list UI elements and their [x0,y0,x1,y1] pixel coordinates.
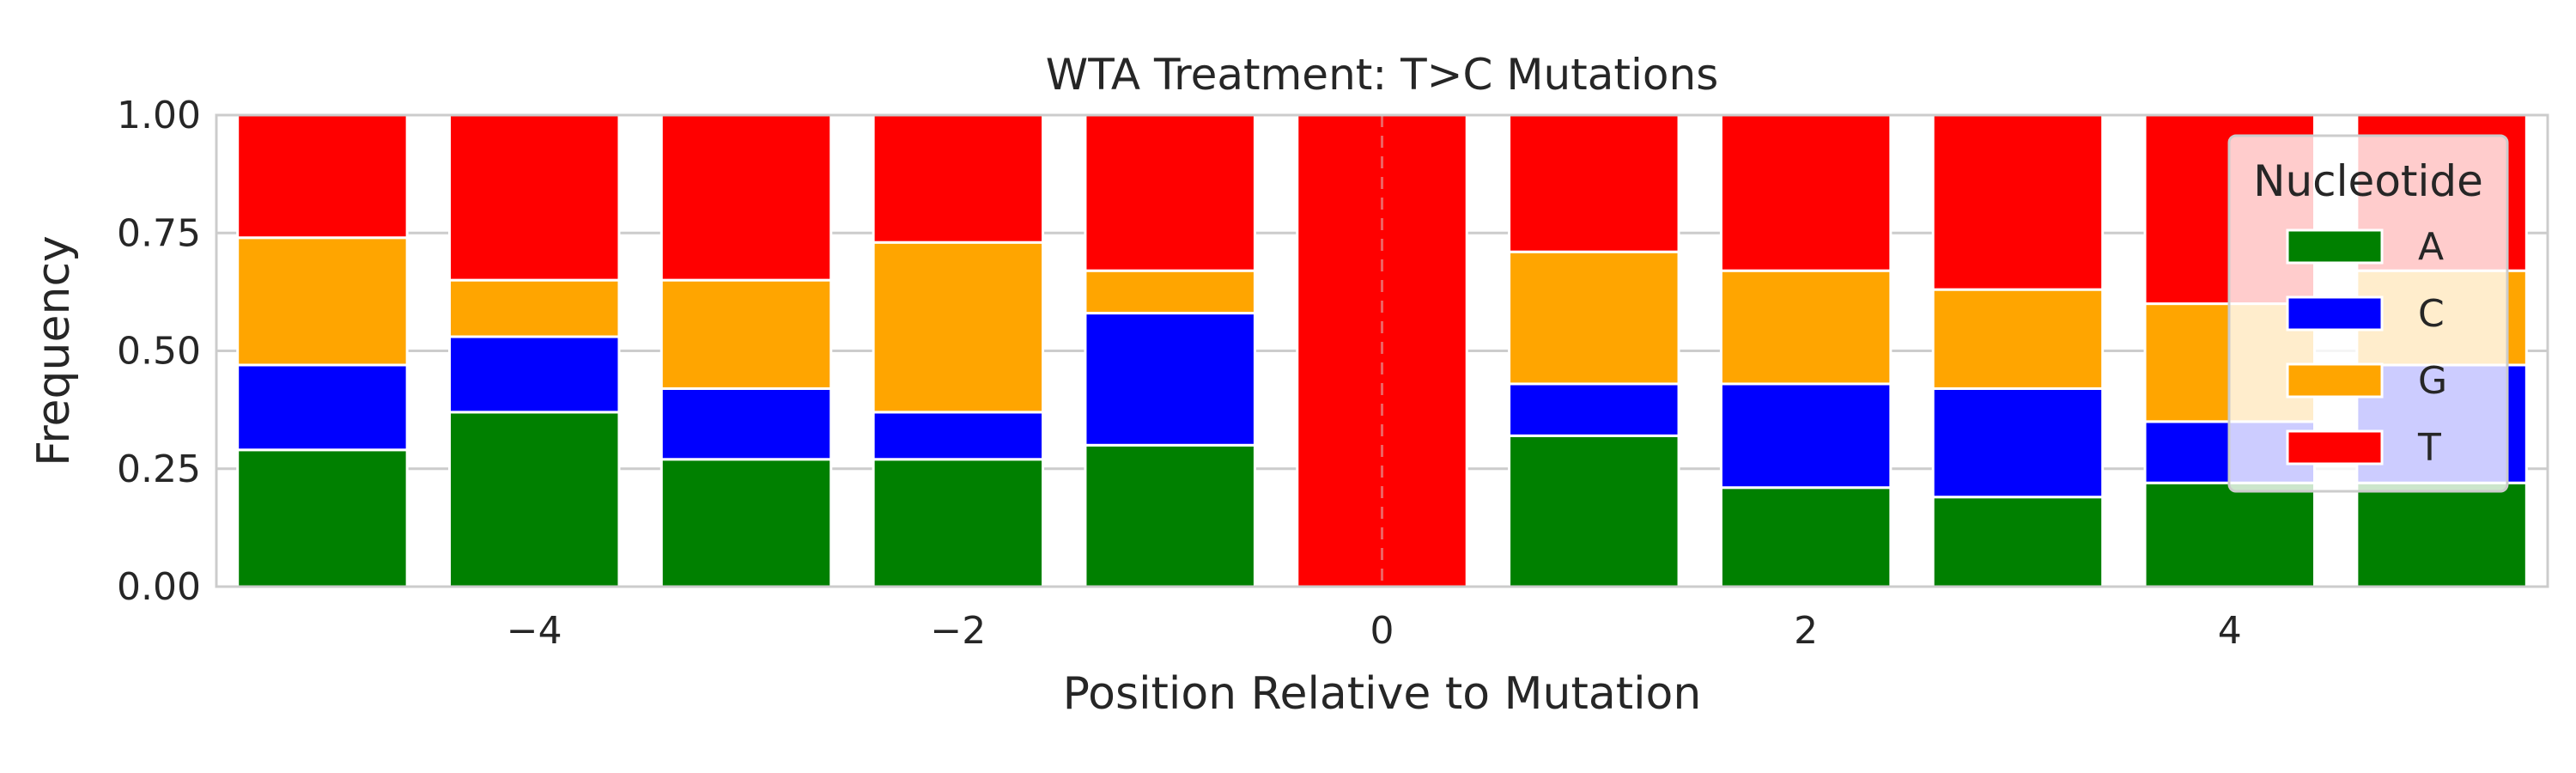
bar-segment-g [1931,288,2105,390]
bar-segment-t [236,113,409,240]
bar-segment-a [1508,434,1680,588]
bar-segment-a [1084,443,1256,588]
bar-segment-t [1719,113,1893,272]
y-tick-label: 0.50 [117,330,201,374]
bar-segment-g [1084,269,1256,315]
bar-segment-c [1719,382,1893,490]
bar-segment-a [448,411,621,588]
bar-segment-g [872,240,1045,414]
bar-segment-t [659,113,833,282]
bar-segment-g [448,278,621,338]
legend-swatch-g [2286,362,2384,399]
y-axis-label: Frequency [28,235,80,466]
x-axis-label: Position Relative to Mutation [1063,668,1702,720]
bar-segment-a [1931,496,2105,588]
legend-label-a: A [2418,225,2444,269]
bar-segment-c [1508,382,1680,437]
legend-label-g: G [2418,359,2447,403]
bar-segment-c [236,363,409,452]
bar-segment-g [1508,250,1680,386]
legend-title: Nucleotide [2253,156,2483,206]
bar-segment-a [1719,486,1893,588]
y-tick-label: 1.00 [117,94,201,137]
x-tick-label: 0 [1370,609,1394,653]
bar-segment-t [872,113,1045,244]
bar-segment-t [1084,113,1256,272]
bar-segment-c [659,386,833,461]
bar-segment-c [872,411,1045,461]
bar-segment-a [236,448,409,588]
chart-title: WTA Treatment: T>C Mutations [1046,50,1719,100]
x-tick-label: 4 [2218,609,2242,653]
bar-segment-g [1719,269,1893,386]
bar-segment-c [448,335,621,414]
legend-swatch-a [2286,228,2384,265]
bar-segment-t [1508,113,1680,253]
bar-segment-g [659,278,833,390]
legend-label-t: T [2417,426,2441,470]
legend-swatch-t [2286,429,2384,466]
y-tick-label: 0.75 [117,211,201,255]
plot-frame [215,113,2549,588]
bar-segment-c [1931,386,2105,499]
bar-segment-t [1296,113,1468,588]
bar-segment-t [1931,113,2105,291]
legend-label-c: C [2418,292,2445,336]
legend-swatch-c [2286,295,2384,332]
bar-segment-a [872,458,1045,588]
x-tick-label: −2 [930,609,986,653]
axes-layer: 0.00 0.25 0.50 0.75 1.00 −4 −2 0 2 4 [117,94,2242,653]
bar-segment-g [236,236,409,367]
x-tick-label: 2 [1794,609,1818,653]
y-tick-label: 0.25 [117,447,201,491]
x-tick-label: −4 [507,609,562,653]
y-tick-label: 0.00 [117,565,201,609]
bar-segment-t [448,113,621,282]
bar-segment-a [2143,481,2316,588]
bar-segment-a [2355,481,2528,588]
bar-segment-c [1084,312,1256,447]
bar-segment-a [659,458,833,588]
